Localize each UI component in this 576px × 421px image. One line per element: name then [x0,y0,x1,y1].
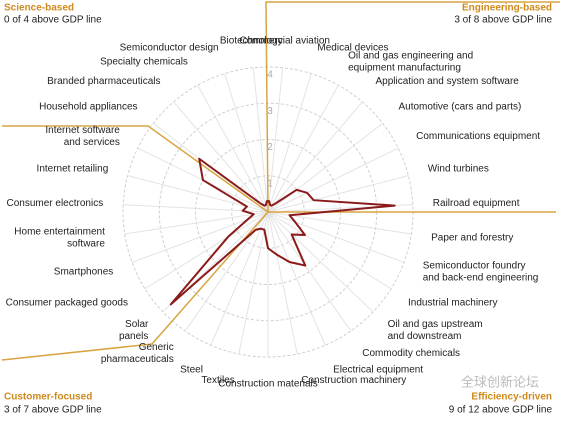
category-label: Smartphones [54,266,113,277]
category-label: Railroad equipment [433,198,520,209]
watermark: 全球创新论坛 [461,374,539,389]
category-label: Construction materials [218,379,317,390]
category-label: Paper and forestry [431,233,513,244]
spoke [267,211,392,290]
spoke [252,67,269,213]
category-label: Household appliances [39,101,137,112]
category-label: Textiles [201,375,234,386]
r-tick-label: 3 [267,106,273,117]
category-label: Application and system software [375,76,519,87]
category-label: Construction machinery [301,375,406,386]
spoke [267,211,298,355]
category-label: software [67,239,105,250]
group-note: 0 of 4 above GDP line [4,15,102,26]
spoke [267,211,326,346]
category-label: Steel [180,365,203,376]
sector-divider [2,125,269,213]
category-label: Biotechnology [220,36,283,47]
spoke [124,211,269,235]
spoke [173,101,269,213]
category-label: Industrial machinery [408,298,497,309]
category-label: panels [119,331,148,342]
category-label: Internet retailing [37,164,109,175]
group-name: Science-based [4,3,74,14]
category-label: and downstream [388,331,462,342]
category-label: Home entertainment [14,227,105,238]
r-tick-label: 1 [267,178,273,189]
category-label: and services [64,137,120,148]
spoke [267,175,409,213]
group-name: Customer-focused [4,392,92,403]
category-label: Branded pharmaceuticals [47,76,160,87]
group-note: 3 of 8 above GDP line [454,15,552,26]
spoke [267,211,352,332]
category-label: Internet software [45,125,120,136]
category-label: Wind turbines [428,164,489,175]
category-label: Automotive (cars and parts) [398,101,521,112]
category-label: Oil and gas upstream [388,319,483,330]
category-label: Consumer packaged goods [6,298,128,309]
spoke [267,211,405,263]
category-label: pharmaceuticals [101,354,174,365]
sector-divider [1,211,269,361]
category-label: Electrical equipment [333,365,423,376]
spoke [210,211,269,346]
category-label: Solar [125,319,149,330]
spoke [144,211,269,290]
spoke [238,211,269,355]
sector-divider [265,1,560,213]
category-label: Commodity chemicals [362,348,460,359]
category-label: Generic [139,342,174,353]
spoke [267,101,363,213]
category-label: Semiconductor design [120,43,219,54]
group-note: 3 of 7 above GDP line [4,405,102,416]
category-label: Oil and gas engineering and [348,50,473,61]
data-line [169,157,396,306]
category-label: Communications equipment [416,131,540,142]
spoke [267,73,312,213]
r-tick-label: 2 [267,142,273,153]
spoke [197,84,269,213]
spoke [267,84,339,213]
spoke [224,73,269,213]
group-name: Efficiency-driven [471,392,552,403]
category-label: equipment manufacturing [348,62,461,73]
r-tick-label: 4 [267,70,273,81]
group-name: Engineering-based [462,3,552,14]
category-label: Medical devices [317,43,388,54]
category-label: Consumer electronics [6,198,103,209]
category-label: and back-end engineering [423,272,539,283]
spoke [267,147,399,213]
spoke [267,122,383,213]
spoke [267,211,374,313]
category-label: Semiconductor foundry [423,260,526,271]
group-note: 9 of 12 above GDP line [449,405,553,416]
category-label: Commercial aviation [239,36,330,47]
category-label: Specialty chemicals [100,56,188,67]
spoke [267,67,284,213]
